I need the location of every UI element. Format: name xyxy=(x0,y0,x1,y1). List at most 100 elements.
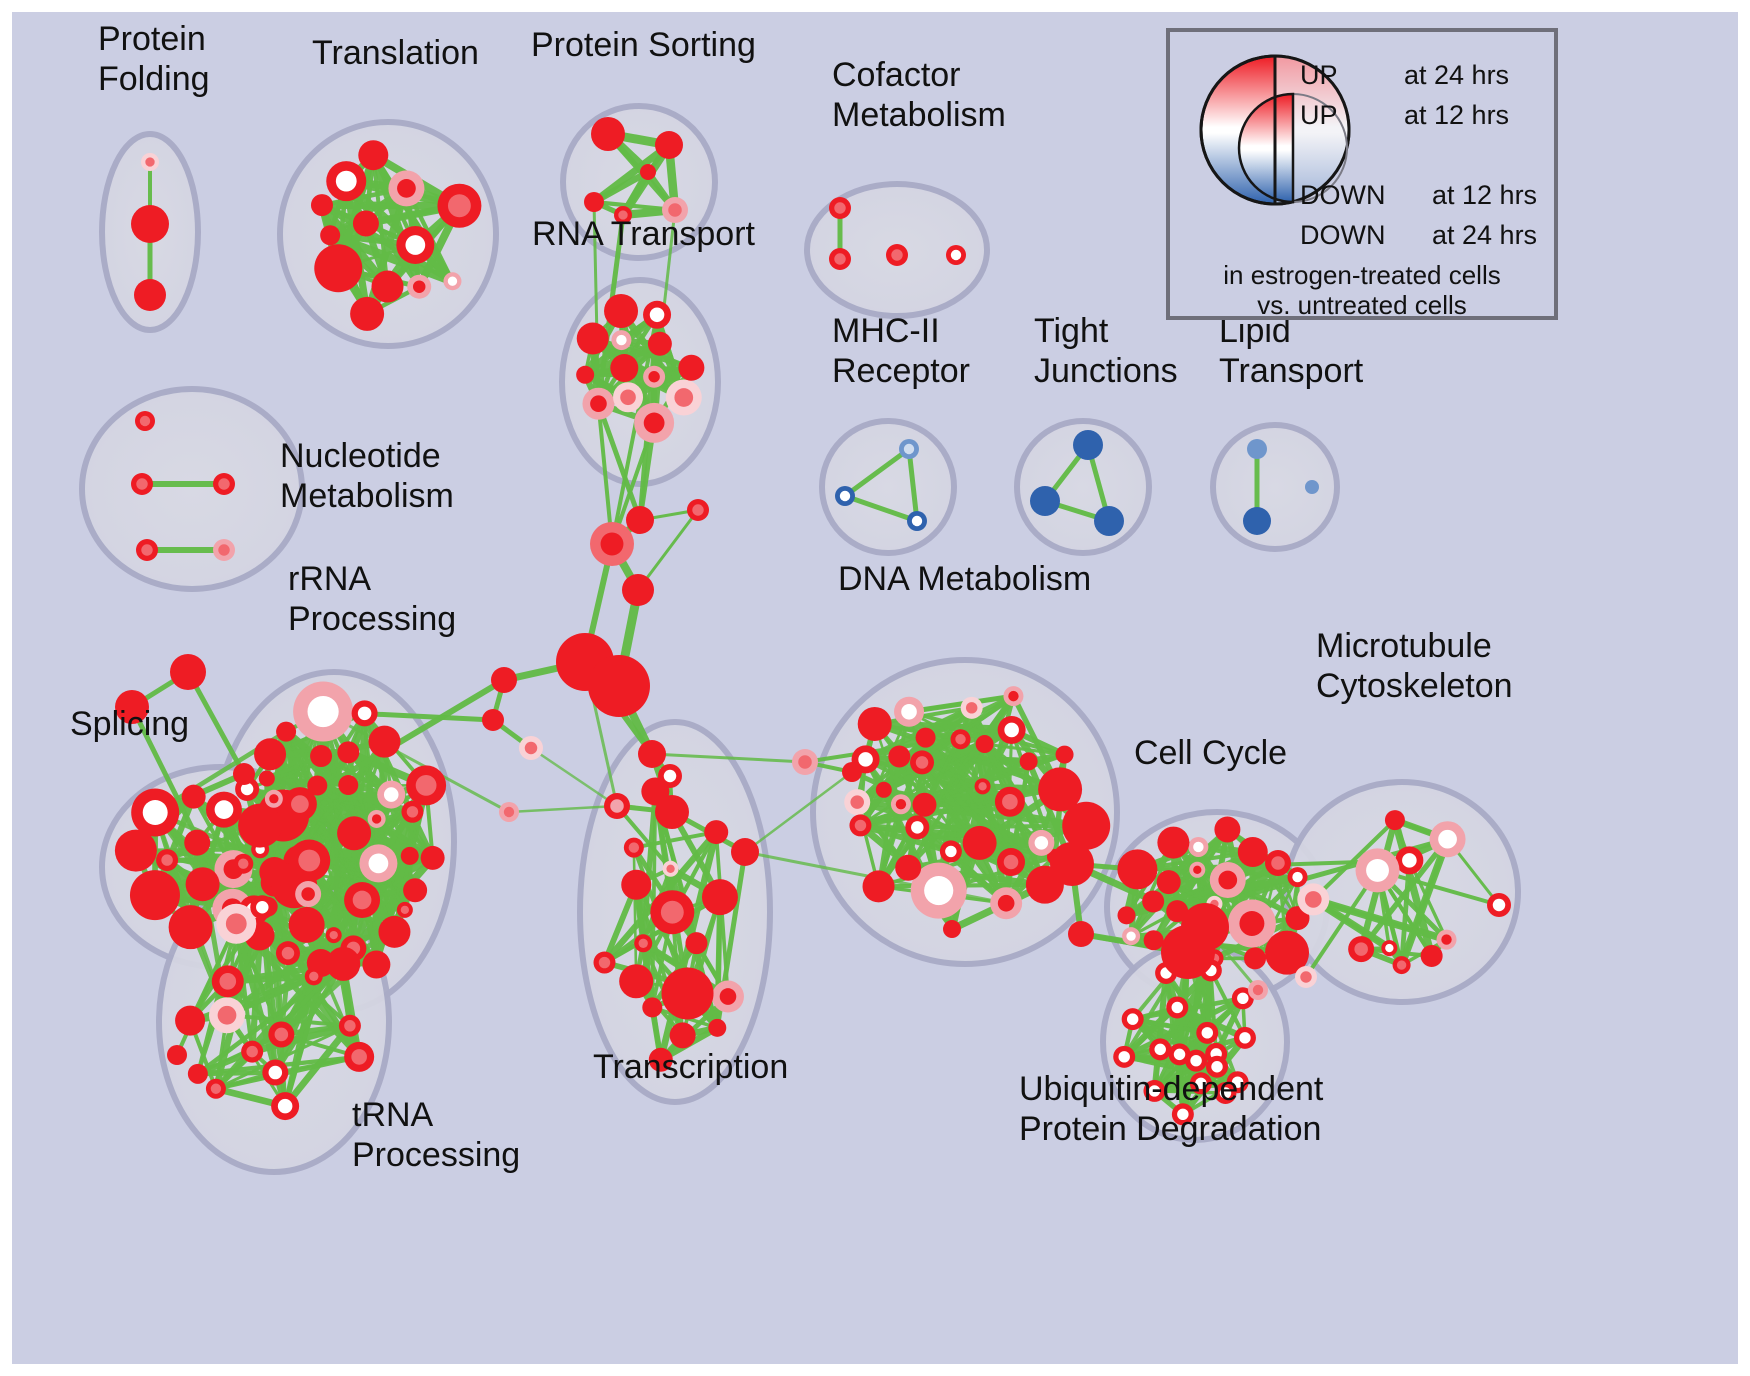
edge xyxy=(842,493,920,524)
network-node xyxy=(1285,906,1310,931)
network-node xyxy=(1185,1049,1208,1072)
network-node xyxy=(378,915,411,948)
network-node xyxy=(1030,486,1060,516)
network-node xyxy=(443,272,462,291)
cluster-label-ubiquitin-degradation: Protein Degradation xyxy=(1019,1110,1321,1148)
network-node xyxy=(1196,1021,1219,1044)
network-node xyxy=(939,840,962,863)
network-node xyxy=(643,365,666,388)
network-node xyxy=(590,522,634,566)
network-node xyxy=(358,140,389,171)
edge xyxy=(590,336,694,371)
network-node xyxy=(685,932,708,955)
network-node xyxy=(1248,980,1268,1000)
legend-caption-line2: vs. untreated cells xyxy=(1257,290,1467,320)
network-node xyxy=(1122,927,1141,946)
network-node xyxy=(1171,1103,1194,1126)
network-node xyxy=(211,965,244,998)
network-node xyxy=(910,862,967,919)
edge xyxy=(369,151,424,291)
edge xyxy=(743,770,854,854)
edge xyxy=(590,168,652,206)
edge xyxy=(650,752,807,764)
network-node xyxy=(829,197,851,219)
network-node xyxy=(491,667,517,693)
network-node xyxy=(640,164,656,180)
network-node xyxy=(1384,810,1405,831)
edge xyxy=(1152,1089,1228,1095)
edge xyxy=(1150,826,1231,944)
network-node xyxy=(233,853,254,874)
network-node xyxy=(1117,849,1158,890)
network-node xyxy=(350,296,385,331)
network-node xyxy=(662,860,679,877)
network-node xyxy=(213,539,235,561)
network-node xyxy=(1233,1026,1256,1049)
network-node xyxy=(611,330,632,351)
network-node xyxy=(344,1041,375,1072)
network-node xyxy=(593,951,616,974)
network-node xyxy=(314,244,363,293)
network-node xyxy=(886,244,908,266)
network-node xyxy=(205,791,242,828)
network-node xyxy=(519,736,543,760)
network-node xyxy=(276,721,297,742)
network-node xyxy=(662,197,688,223)
network-node xyxy=(1244,947,1267,970)
network-node xyxy=(588,655,650,717)
edge xyxy=(1122,1054,1240,1085)
network-node xyxy=(362,950,391,979)
network-node xyxy=(371,270,404,303)
network-node xyxy=(678,354,705,381)
network-node xyxy=(915,727,936,748)
cluster-label-protein-sorting: Protein Sorting xyxy=(531,26,756,64)
edge xyxy=(1311,818,1398,902)
network-node xyxy=(658,764,682,788)
edge xyxy=(250,961,346,1054)
edge xyxy=(1311,897,1449,942)
network-node xyxy=(325,927,342,944)
network-node xyxy=(844,789,871,816)
network-node xyxy=(258,770,275,787)
edge xyxy=(1004,759,1031,906)
network-node xyxy=(849,814,872,837)
edge xyxy=(507,804,619,814)
network-node xyxy=(943,920,962,939)
network-node xyxy=(591,117,625,151)
network-node xyxy=(401,800,424,823)
network-node xyxy=(1168,1043,1191,1066)
network-node xyxy=(307,775,328,796)
network-node xyxy=(895,854,922,881)
network-node xyxy=(1243,507,1271,535)
network-node xyxy=(1487,893,1511,917)
network-node xyxy=(1062,801,1111,850)
network-node xyxy=(1231,987,1254,1010)
legend-caption-line1: in estrogen-treated cells xyxy=(1223,260,1500,290)
network-node xyxy=(619,964,654,999)
network-node xyxy=(209,997,246,1034)
network-node xyxy=(1094,506,1124,536)
network-node xyxy=(1189,861,1206,878)
edge xyxy=(631,830,719,850)
network-node xyxy=(994,786,1025,817)
network-node xyxy=(338,1014,361,1037)
network-node xyxy=(1392,956,1411,975)
network-node xyxy=(1143,1079,1166,1102)
network-node xyxy=(912,792,937,817)
edge xyxy=(907,694,1016,714)
network-node xyxy=(975,735,994,754)
network-node xyxy=(875,781,892,798)
cluster-label-dna-metabolism: DNA Metabolism xyxy=(838,560,1091,598)
network-node xyxy=(950,729,971,750)
network-node xyxy=(420,845,445,870)
network-node xyxy=(1055,745,1074,764)
network-node xyxy=(1355,848,1400,893)
network-node xyxy=(437,183,482,228)
cluster-label-rna-transport: RNA Transport xyxy=(532,215,756,253)
network-node xyxy=(857,706,892,741)
legend: UP at 24 hrs UP at 12 hrs DOWN at 12 hrs… xyxy=(1166,28,1558,320)
legend-row-1-label: UP xyxy=(1300,100,1338,130)
network-node xyxy=(626,506,654,534)
